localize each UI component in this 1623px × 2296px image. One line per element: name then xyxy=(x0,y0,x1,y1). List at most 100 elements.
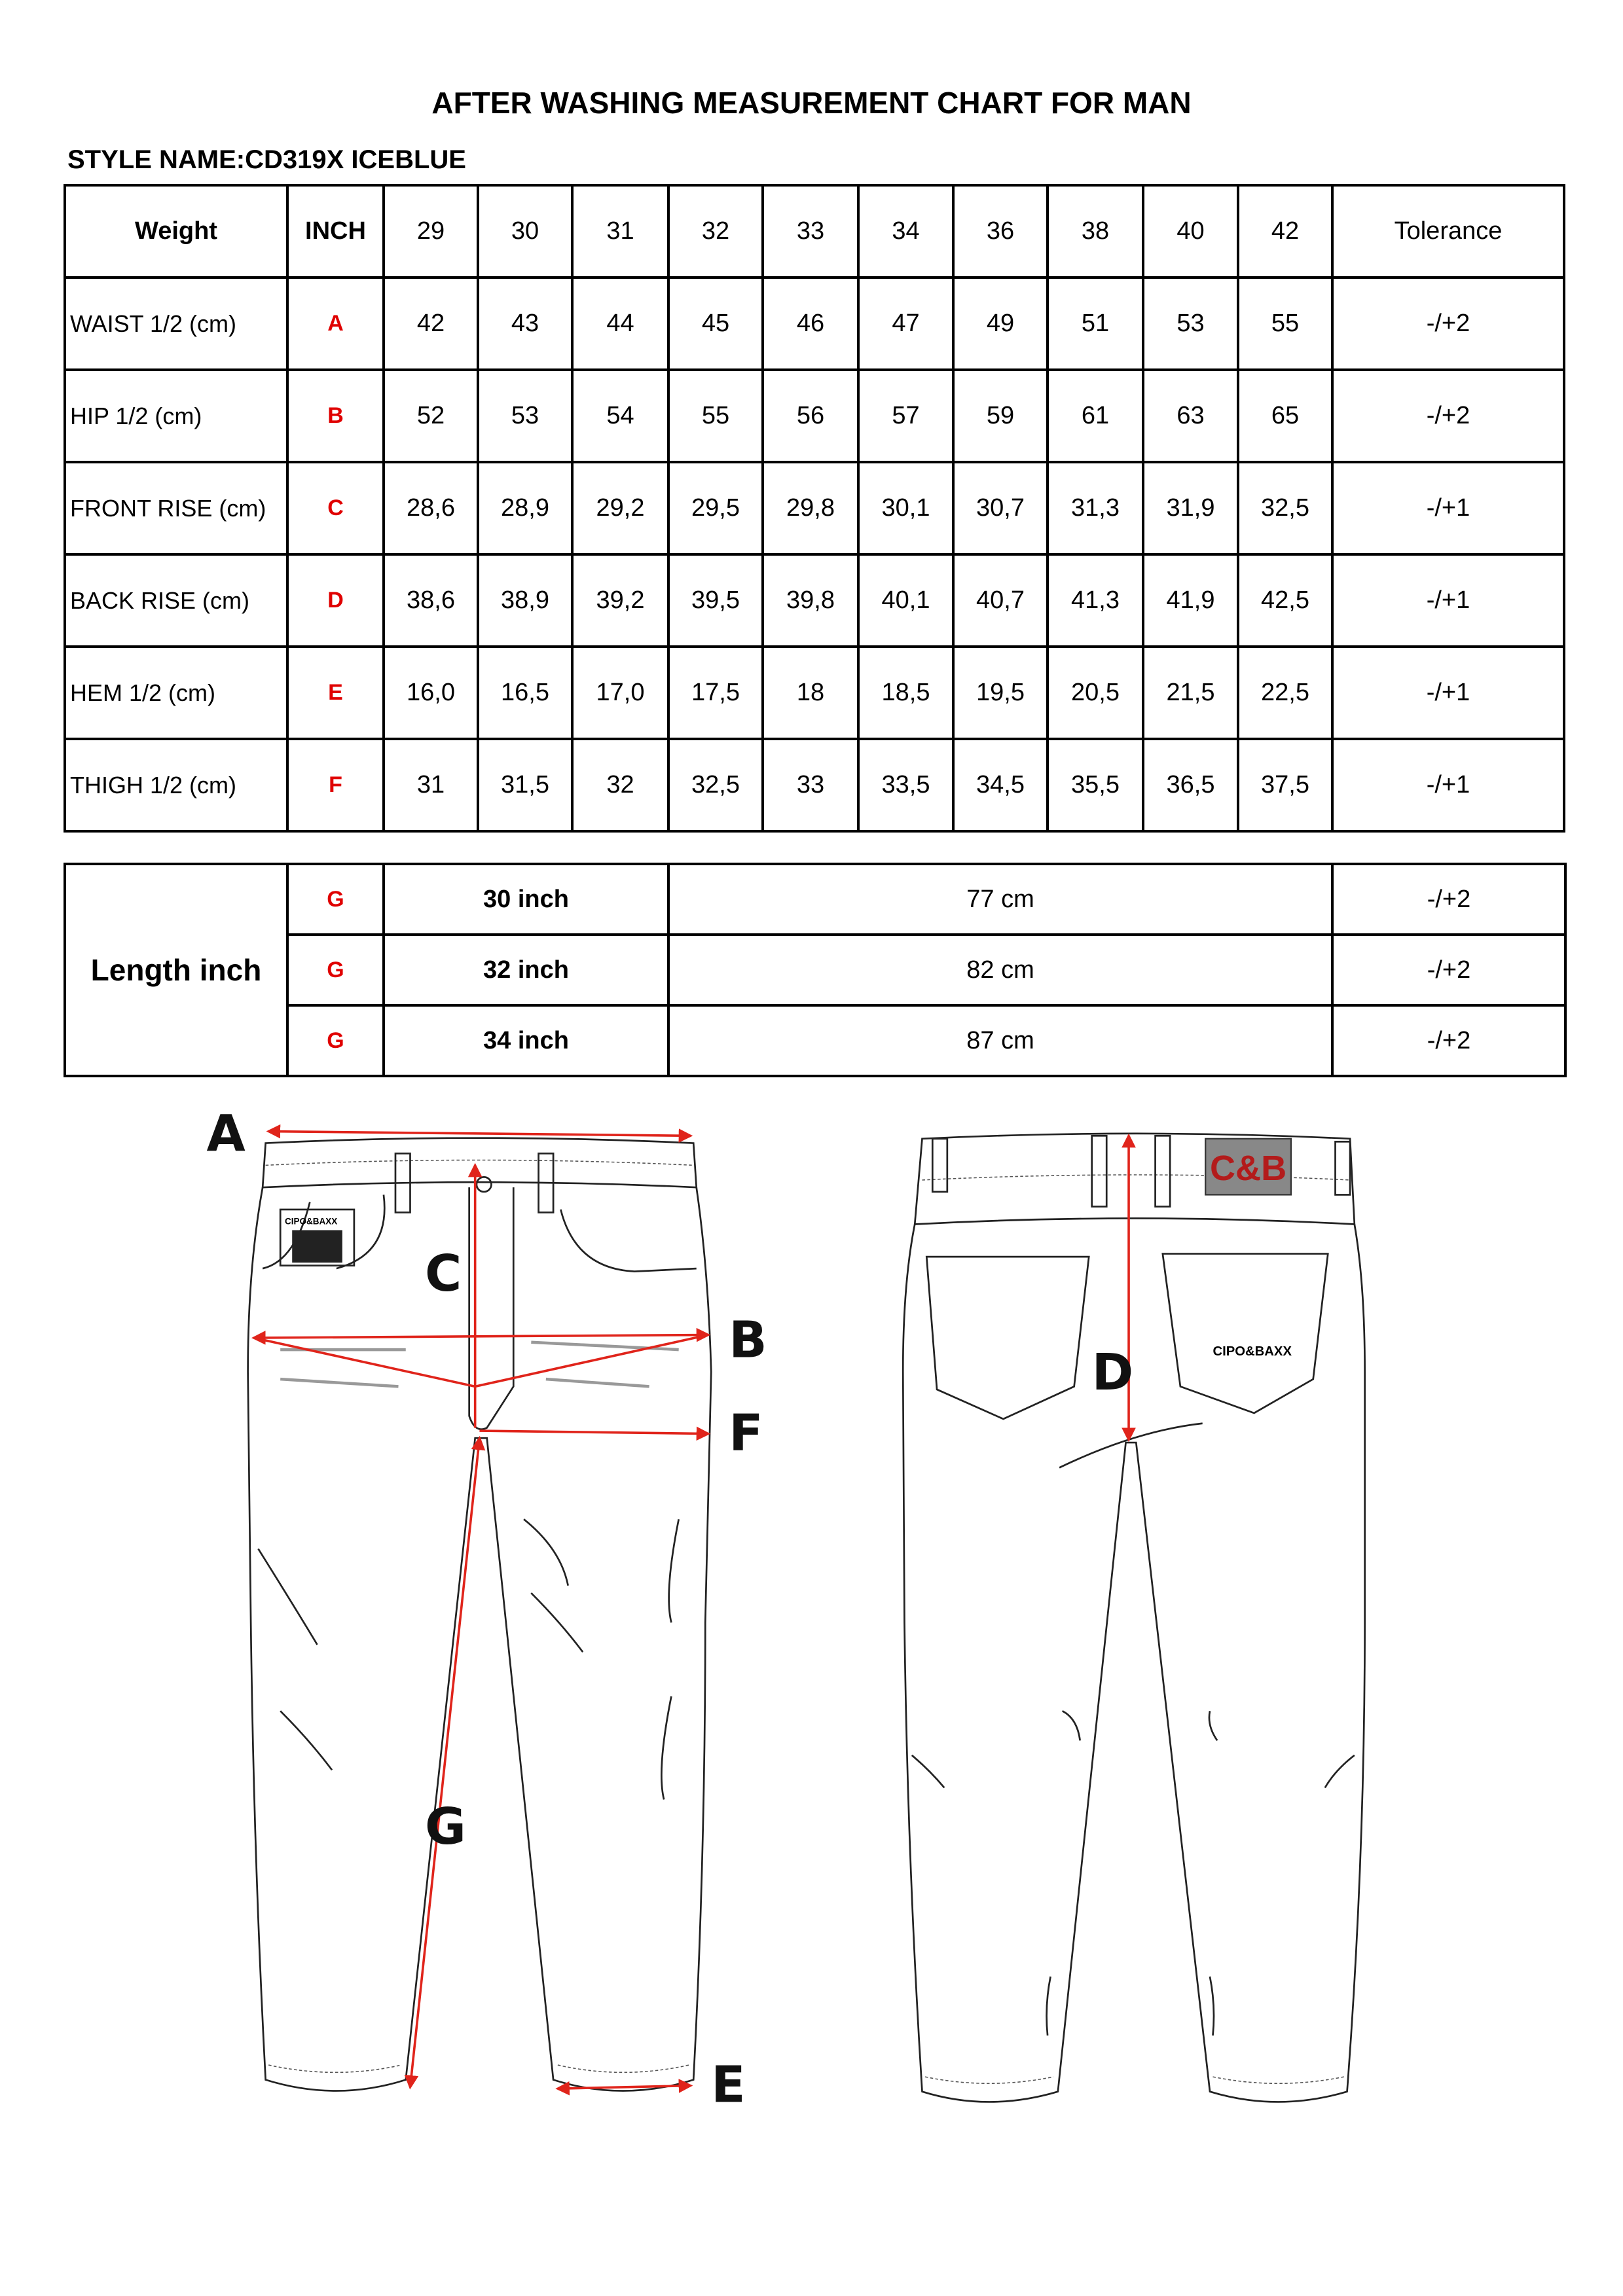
measurement-row: THIGH 1/2 (cm) F 31 31,5 32 32,5 33 33,5 34,5 35,… xyxy=(64,738,1565,833)
measurement-row: HIP 1/2 (cm) B 52 53 54 55 56 57 59 61 63 65 -/+2 xyxy=(64,368,1565,463)
back-pocket-text: CIPO&BAXX xyxy=(1213,1344,1292,1359)
measurement-value: 46 xyxy=(761,276,860,371)
inch-header: INCH xyxy=(286,184,385,279)
measurement-value: 21,5 xyxy=(1142,645,1239,740)
measurement-label: FRONT RISE (cm) xyxy=(64,461,289,556)
measurement-value: 28,9 xyxy=(477,461,574,556)
measurement-value: 18,5 xyxy=(857,645,955,740)
measurement-label: WAIST 1/2 (cm) xyxy=(64,276,289,371)
measurement-value: 39,5 xyxy=(667,553,764,648)
back-pants-drawing: CIPO&BAXX C&B D xyxy=(902,1132,1366,2103)
measurement-value: 31,5 xyxy=(477,738,574,833)
measurement-value: 55 xyxy=(1237,276,1334,371)
measurement-value: 55 xyxy=(667,368,764,463)
measurement-value: 17,0 xyxy=(571,645,670,740)
length-row: G 32 inch 82 cm -/+2 xyxy=(65,933,1567,1007)
measurement-value: 16,5 xyxy=(477,645,574,740)
length-row: Length inch G 30 inch 77 cm -/+2 xyxy=(64,863,1567,1077)
measurement-value: 44 xyxy=(571,276,670,371)
measurement-value: 38,6 xyxy=(382,553,479,648)
measurement-label: BACK RISE (cm) xyxy=(64,553,289,648)
measurement-value: 32 xyxy=(571,738,670,833)
page-title: AFTER WASHING MEASUREMENT CHART FOR MAN xyxy=(431,86,1192,120)
measurement-tolerance: -/+1 xyxy=(1331,645,1565,740)
letter-b: B xyxy=(729,1311,767,1369)
measurement-code: D xyxy=(286,553,385,648)
measurement-value: 41,9 xyxy=(1142,553,1239,648)
measurement-value: 63 xyxy=(1142,368,1239,463)
measurement-value: 53 xyxy=(1142,276,1239,371)
length-inch: 30 inch xyxy=(382,863,670,936)
length-code: G xyxy=(286,933,385,1007)
measurement-value: 28,6 xyxy=(382,461,479,556)
front-pants-drawing: CIPO&BAXX A C B F G E xyxy=(207,1105,767,2115)
size-header: 29 xyxy=(382,184,479,279)
measurement-value: 29,5 xyxy=(667,461,764,556)
measurement-label: HIP 1/2 (cm) xyxy=(64,368,289,463)
length-inch: 34 inch xyxy=(382,1004,670,1077)
measurement-code: F xyxy=(286,738,385,833)
size-header: 42 xyxy=(1237,184,1334,279)
measurement-row: HEM 1/2 (cm) E 16,0 16,5 17,0 17,5 18 18,5 19,5 2… xyxy=(64,645,1565,740)
front-patch-text: CIPO&BAXX xyxy=(285,1217,337,1227)
style-name: STYLE NAME:CD319X ICEBLUE xyxy=(67,145,466,174)
measurement-value: 52 xyxy=(382,368,479,463)
size-header: 30 xyxy=(477,184,574,279)
measurement-value: 45 xyxy=(667,276,764,371)
length-tolerance: -/+2 xyxy=(1331,863,1567,936)
measurement-value: 54 xyxy=(571,368,670,463)
header-row: Weight INCH 29 30 31 32 33 34 36 38 40 4… xyxy=(64,184,1565,279)
measurement-table: Weight INCH 29 30 31 32 33 34 36 38 40 4… xyxy=(64,184,1565,833)
measurement-value: 30,1 xyxy=(857,461,955,556)
measurement-row: WAIST 1/2 (cm) A 42 43 44 45 46 47 49 51 53 55 -/+2 xyxy=(64,276,1565,371)
measurement-value: 57 xyxy=(857,368,955,463)
measurement-row: FRONT RISE (cm) C 28,6 28,9 29,2 29,5 29,8 30,1… xyxy=(64,461,1565,556)
front-patch-logo-icon xyxy=(292,1230,342,1263)
measurement-value: 65 xyxy=(1237,368,1334,463)
measurement-value: 39,8 xyxy=(761,553,860,648)
back-label xyxy=(1205,1138,1292,1196)
measurement-value: 38,9 xyxy=(477,553,574,648)
measurement-value: 40,7 xyxy=(952,553,1049,648)
length-inch: 32 inch xyxy=(382,933,670,1007)
letter-c: C xyxy=(425,1245,462,1303)
measurement-value: 56 xyxy=(761,368,860,463)
measurement-value: 37,5 xyxy=(1237,738,1334,833)
letter-d: D xyxy=(1092,1344,1134,1402)
size-header: 38 xyxy=(1046,184,1144,279)
length-code: G xyxy=(286,863,385,936)
measurement-tolerance: -/+1 xyxy=(1331,738,1565,833)
measurement-value: 29,8 xyxy=(761,461,860,556)
measurement-value: 42 xyxy=(382,276,479,371)
length-cm: 87 cm xyxy=(667,1004,1334,1077)
tolerance-header: Tolerance xyxy=(1331,184,1565,279)
measurement-value: 41,3 xyxy=(1046,553,1144,648)
measurement-value: 61 xyxy=(1046,368,1144,463)
measurement-value: 36,5 xyxy=(1142,738,1239,833)
length-tolerance: -/+2 xyxy=(1331,933,1567,1007)
length-row: G 34 inch 87 cm -/+2 xyxy=(65,1004,1567,1077)
measurement-value: 32,5 xyxy=(1237,461,1334,556)
measurement-value: 51 xyxy=(1046,276,1144,371)
letter-g: G xyxy=(425,1798,466,1856)
measurement-value: 42,5 xyxy=(1237,553,1334,648)
measurement-label: THIGH 1/2 (cm) xyxy=(64,738,289,833)
measurement-value: 30,7 xyxy=(952,461,1049,556)
measurement-value: 19,5 xyxy=(952,645,1049,740)
measurement-value: 47 xyxy=(857,276,955,371)
length-cm: 82 cm xyxy=(667,933,1334,1007)
measurement-value: 35,5 xyxy=(1046,738,1144,833)
length-tolerance: -/+2 xyxy=(1331,1004,1567,1077)
measurement-code: E xyxy=(286,645,385,740)
size-header: 34 xyxy=(857,184,955,279)
letter-e: E xyxy=(711,2056,745,2114)
measurement-code: B xyxy=(286,368,385,463)
length-cm: 77 cm xyxy=(667,863,1334,936)
measurement-value: 40,1 xyxy=(857,553,955,648)
measurement-tolerance: -/+2 xyxy=(1331,368,1565,463)
size-header: 31 xyxy=(571,184,670,279)
measurement-value: 33 xyxy=(761,738,860,833)
measurement-value: 17,5 xyxy=(667,645,764,740)
measurement-tolerance: -/+1 xyxy=(1331,461,1565,556)
